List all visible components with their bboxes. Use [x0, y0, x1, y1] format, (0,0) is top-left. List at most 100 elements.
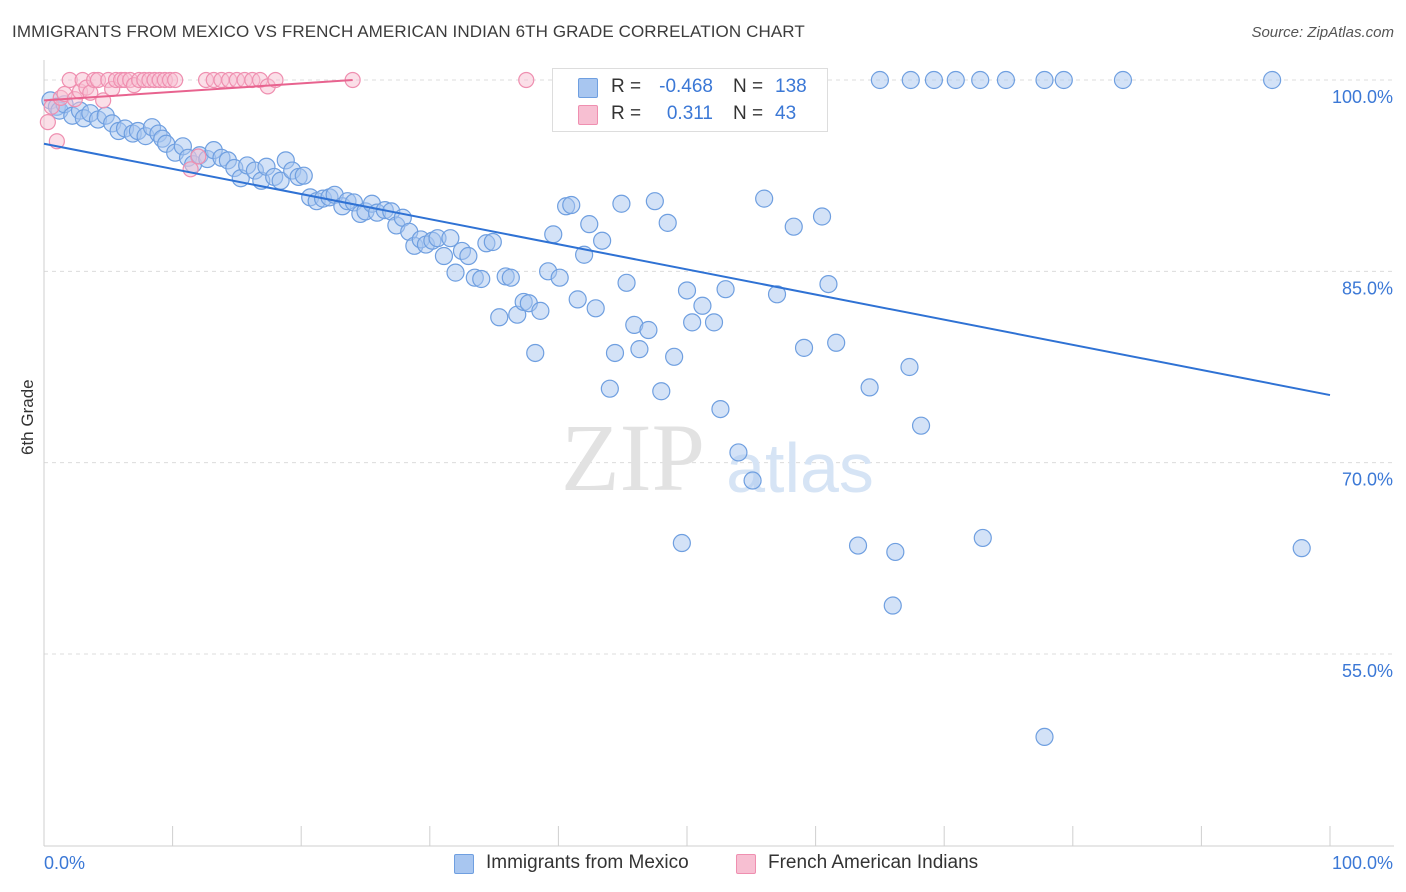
mexico-point — [605, 343, 625, 363]
mexico-point — [1035, 727, 1054, 747]
mexico-point — [860, 378, 879, 397]
legend-label: Immigrants from Mexico — [486, 852, 689, 873]
mexico-point — [586, 299, 605, 318]
mexico-point — [434, 246, 454, 266]
x-tick-label: 100.0% — [1332, 853, 1393, 873]
mexico-point — [886, 542, 905, 562]
mexico-point — [848, 536, 868, 555]
chart-title: IMMIGRANTS FROM MEXICO VS FRENCH AMERICA… — [12, 22, 805, 41]
stats-legend: R = -0.468 N = 138 R = 0.311 N = 43 — [552, 68, 828, 132]
mexico-point — [600, 379, 619, 398]
mexico-point — [1113, 70, 1133, 90]
mexico-point — [683, 313, 702, 332]
mexico-trend-line — [43, 142, 1331, 397]
mexico-point — [531, 301, 550, 320]
mexico-point — [612, 194, 631, 213]
n-value: 43 — [775, 103, 797, 124]
y-tick-label: 85.0% — [1342, 278, 1393, 298]
mexico-point — [568, 290, 587, 309]
trend-lines — [43, 79, 1331, 397]
mexico-point — [630, 340, 649, 359]
chart-source: Source: ZipAtlas.com — [1251, 24, 1394, 41]
watermark: ZIP atlas — [561, 404, 874, 511]
french-american-indian-point — [267, 71, 284, 89]
n-label: N = — [733, 103, 764, 124]
mexico-point — [827, 333, 846, 352]
mexico-point — [1035, 70, 1054, 90]
mexico-point — [501, 268, 520, 287]
mexico-point — [1054, 70, 1073, 90]
mexico-point — [658, 213, 677, 232]
mexico-point — [544, 225, 563, 244]
x-tick-labels: 0.0% 100.0% — [44, 853, 1393, 873]
mexico-point — [996, 70, 1016, 90]
mexico-point — [704, 313, 724, 332]
mexico-point — [971, 70, 990, 90]
n-label: N = — [733, 76, 764, 97]
mexico-point — [716, 280, 735, 299]
mexico-point — [883, 596, 902, 615]
mexico-point — [580, 215, 599, 234]
mexico-point — [459, 246, 478, 266]
mexico-point — [483, 232, 502, 252]
mexico-point — [639, 320, 658, 340]
r-label: R = — [611, 76, 642, 97]
french-american-indian-point — [190, 148, 207, 165]
mexico-point — [672, 533, 691, 553]
mexico-point — [794, 338, 814, 357]
mexico-point — [711, 399, 730, 419]
mexico-point — [743, 471, 762, 490]
mexico-point — [550, 268, 569, 287]
axes — [43, 60, 1394, 847]
stats-row-french-american-indians: R = 0.311 N = 43 — [553, 101, 827, 127]
mexico-point — [1292, 539, 1311, 558]
mexico-point — [472, 269, 491, 289]
mexico-point — [812, 207, 832, 226]
french-american-indians-swatch — [736, 854, 756, 874]
x-tick-label: 0.0% — [44, 853, 85, 873]
mexico-point — [677, 281, 697, 300]
mexico-point — [946, 70, 965, 90]
y-tick-labels: 100.0% 85.0% 70.0% 55.0% — [1332, 87, 1393, 681]
mexico-point — [562, 195, 581, 215]
watermark-atlas: atlas — [726, 429, 874, 507]
mexico-swatch — [454, 854, 474, 874]
stats-row-mexico: R = -0.468 N = 138 — [553, 74, 827, 100]
mexico-point — [441, 229, 460, 248]
mexico-point — [490, 308, 509, 327]
french-american-indian-trend-line — [43, 79, 353, 102]
y-tick-label: 70.0% — [1342, 470, 1393, 490]
mexico-point — [767, 285, 787, 304]
y-tick-label: 100.0% — [1332, 87, 1393, 107]
french-american-indians-swatch — [578, 105, 598, 125]
mexico-point — [294, 166, 313, 185]
mexico-point — [755, 189, 774, 208]
mexico-point — [593, 231, 612, 250]
french-american-indian-point — [167, 71, 184, 89]
r-value: -0.468 — [659, 76, 713, 97]
y-tick-label: 55.0% — [1342, 661, 1393, 681]
mexico-point — [693, 296, 712, 315]
legend-label: French American Indians — [768, 852, 979, 873]
mexico-point — [526, 343, 545, 363]
mexico-point — [901, 70, 920, 90]
r-value: 0.311 — [666, 103, 713, 124]
series-legend: Immigrants from Mexico French American I… — [0, 852, 1406, 878]
mexico-point — [617, 273, 636, 292]
mexico-point — [911, 416, 931, 435]
n-value: 138 — [775, 76, 807, 97]
french-american-indian-point — [518, 71, 535, 89]
mexico-point — [1263, 70, 1282, 90]
r-label: R = — [611, 103, 642, 124]
french-american-indian-point — [39, 113, 56, 131]
y-axis-label: 6th Grade — [18, 379, 37, 455]
mexico-point — [870, 70, 890, 90]
mexico-point — [729, 443, 748, 462]
mexico-swatch — [578, 78, 598, 98]
mexico-point — [924, 70, 944, 90]
mexico-point — [645, 192, 664, 211]
mexico-point — [973, 528, 992, 548]
mexico-point — [784, 217, 803, 236]
mexico-point — [819, 274, 838, 294]
